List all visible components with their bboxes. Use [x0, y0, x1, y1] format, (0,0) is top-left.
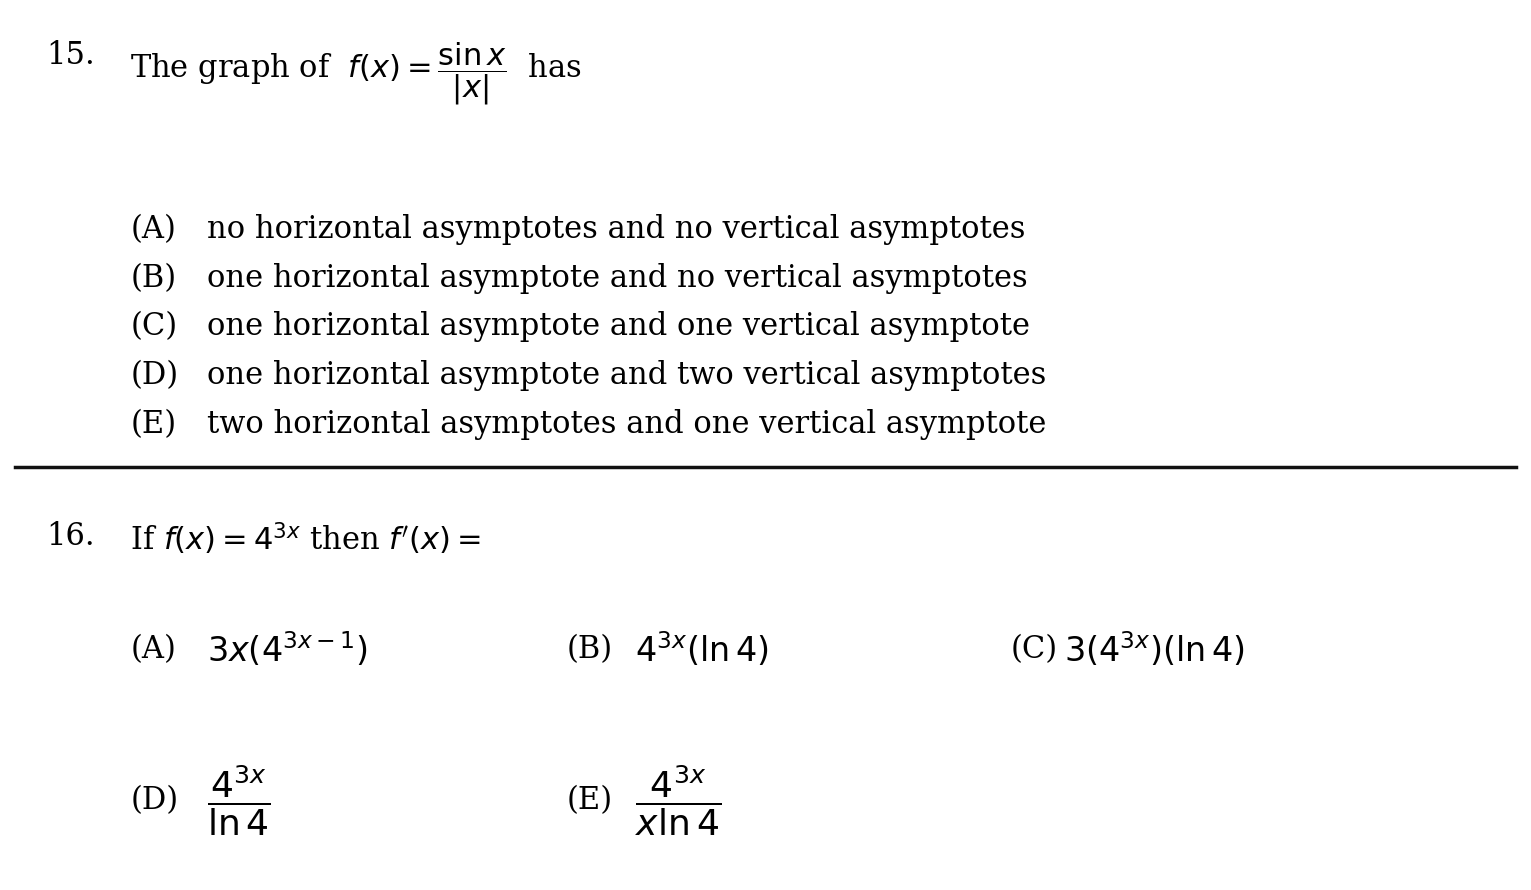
Text: $3\left(4^{3x}\right)\left(\ln 4\right)$: $3\left(4^{3x}\right)\left(\ln 4\right)$: [1064, 630, 1245, 669]
Text: (B): (B): [130, 263, 176, 294]
Text: $3x\left(4^{3x-1}\right)$: $3x\left(4^{3x-1}\right)$: [207, 630, 367, 669]
Text: (E): (E): [130, 409, 176, 441]
Text: (E): (E): [566, 786, 612, 816]
Text: one horizontal asymptote and two vertical asymptotes: one horizontal asymptote and two vertica…: [207, 360, 1046, 392]
Text: one horizontal asymptote and one vertical asymptote: one horizontal asymptote and one vertica…: [207, 312, 1030, 343]
Text: no horizontal asymptotes and no vertical asymptotes: no horizontal asymptotes and no vertical…: [207, 214, 1026, 245]
Text: (D): (D): [130, 786, 178, 816]
Text: (B): (B): [566, 635, 612, 665]
Text: 15.: 15.: [46, 40, 95, 71]
Text: 16.: 16.: [46, 521, 95, 552]
Text: (A): (A): [130, 214, 176, 245]
Text: $\dfrac{4^{3x}}{\ln 4}$: $\dfrac{4^{3x}}{\ln 4}$: [207, 764, 271, 838]
Text: The graph of  $f(x)=\dfrac{\sin x}{|x|}$  has: The graph of $f(x)=\dfrac{\sin x}{|x|}$ …: [130, 40, 582, 107]
Text: (D): (D): [130, 360, 178, 392]
Text: $4^{3x}\left(\ln 4\right)$: $4^{3x}\left(\ln 4\right)$: [635, 630, 769, 669]
Text: If $f(x)=4^{3x}$ then $f'(x)=$: If $f(x)=4^{3x}$ then $f'(x)=$: [130, 521, 481, 557]
Text: one horizontal asymptote and no vertical asymptotes: one horizontal asymptote and no vertical…: [207, 263, 1027, 294]
Text: (C): (C): [1010, 635, 1058, 665]
Text: two horizontal asymptotes and one vertical asymptote: two horizontal asymptotes and one vertic…: [207, 409, 1046, 441]
Text: (A): (A): [130, 635, 176, 665]
Text: $\dfrac{4^{3x}}{x\ln 4}$: $\dfrac{4^{3x}}{x\ln 4}$: [635, 764, 721, 838]
Text: (C): (C): [130, 312, 178, 343]
